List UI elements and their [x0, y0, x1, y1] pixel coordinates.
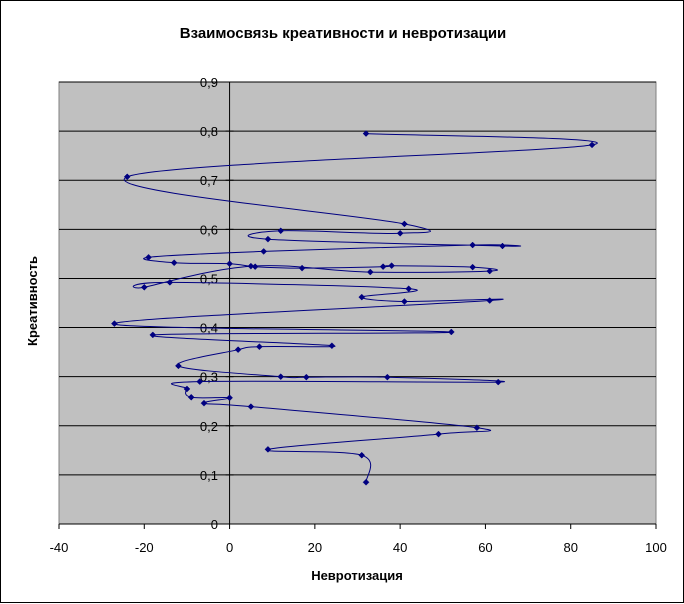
- data-point: [469, 263, 476, 271]
- y-tick-label: 0,8: [200, 124, 218, 139]
- data-point: [362, 130, 370, 137]
- data-point: [175, 362, 182, 370]
- data-point: [111, 320, 118, 327]
- x-tick-label: 0: [226, 540, 233, 555]
- data-point: [588, 141, 596, 149]
- data-point: [234, 346, 242, 354]
- data-point: [401, 298, 408, 305]
- data-point: [196, 378, 204, 385]
- y-tick-label: 0: [211, 517, 218, 532]
- data-point: [473, 424, 481, 432]
- series-group: [111, 130, 598, 486]
- data-point: [170, 259, 178, 267]
- x-tick-label: -40: [50, 540, 69, 555]
- x-tick-labels: -40 -20 0 20 40 60 80 100: [50, 540, 667, 555]
- data-point: [247, 262, 255, 270]
- data-point: [435, 430, 442, 438]
- data-point: [226, 260, 233, 268]
- data-point: [469, 241, 476, 249]
- data-point: [183, 385, 191, 393]
- data-point: [396, 229, 404, 237]
- x-tick-label: -20: [135, 540, 154, 555]
- data-point: [260, 248, 268, 255]
- data-point: [358, 293, 366, 301]
- y-tick-label: 0,9: [200, 75, 218, 90]
- data-point: [226, 394, 233, 402]
- data-point: [123, 173, 131, 181]
- data-point: [383, 373, 391, 381]
- x-tick-label: 80: [563, 540, 577, 555]
- data-point: [247, 403, 255, 410]
- data-point: [405, 285, 413, 293]
- grid-lines: [59, 81, 656, 476]
- x-axis-title: Невротизация: [311, 568, 403, 583]
- plot-area: [58, 81, 657, 525]
- data-point: [140, 283, 148, 291]
- x-tick-label: 40: [393, 540, 407, 555]
- data-point: [328, 342, 336, 350]
- data-point: [277, 227, 285, 235]
- data-point: [379, 263, 387, 271]
- data-point: [401, 220, 408, 228]
- data-point: [388, 262, 395, 270]
- axes: [58, 81, 657, 529]
- y-tick-label: 0,1: [200, 468, 218, 483]
- y-tick-label: 0,7: [200, 173, 218, 188]
- data-point: [447, 328, 455, 336]
- data-point: [494, 378, 502, 386]
- y-tick-label: 0,6: [200, 222, 218, 237]
- data-point: [486, 297, 494, 304]
- x-tick-label: 100: [645, 540, 667, 555]
- y-tick-label: 0,2: [200, 419, 218, 434]
- data-point: [362, 478, 370, 486]
- data-point: [277, 373, 285, 381]
- data-point: [145, 253, 152, 261]
- x-tick-label: 60: [478, 540, 492, 555]
- data-point: [366, 268, 374, 276]
- x-tick-label: 20: [308, 540, 322, 555]
- chart-title: Взаимосвязь креативности и невротизации: [180, 25, 507, 42]
- data-point: [200, 399, 208, 407]
- data-point: [149, 331, 157, 339]
- data-point: [358, 451, 366, 459]
- data-point: [166, 279, 174, 286]
- data-point: [298, 264, 306, 272]
- y-tick-labels: 00,10,20,30,40,50,60,70,80,9: [200, 75, 218, 532]
- y-axis-title: Креативность: [25, 256, 40, 346]
- data-point: [264, 445, 272, 453]
- data-point: [264, 235, 272, 243]
- data-point: [256, 343, 263, 351]
- data-point: [302, 373, 310, 381]
- data-point: [187, 393, 195, 401]
- data-point: [486, 267, 494, 275]
- data-point: [499, 242, 506, 250]
